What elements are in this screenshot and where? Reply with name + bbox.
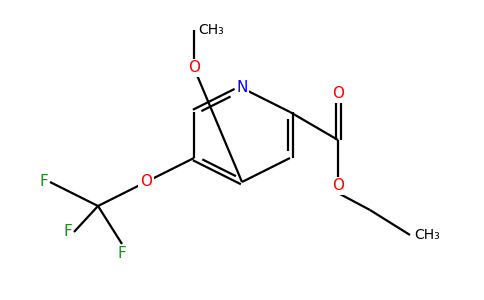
Text: O: O	[140, 175, 152, 190]
Text: CH₃: CH₃	[414, 228, 440, 242]
Text: O: O	[188, 61, 200, 76]
Text: O: O	[332, 178, 344, 194]
Text: F: F	[39, 175, 48, 190]
Text: F: F	[118, 246, 126, 261]
Text: CH₃: CH₃	[198, 23, 224, 37]
Text: N: N	[236, 80, 248, 95]
Text: O: O	[332, 86, 344, 101]
Text: F: F	[63, 224, 72, 239]
